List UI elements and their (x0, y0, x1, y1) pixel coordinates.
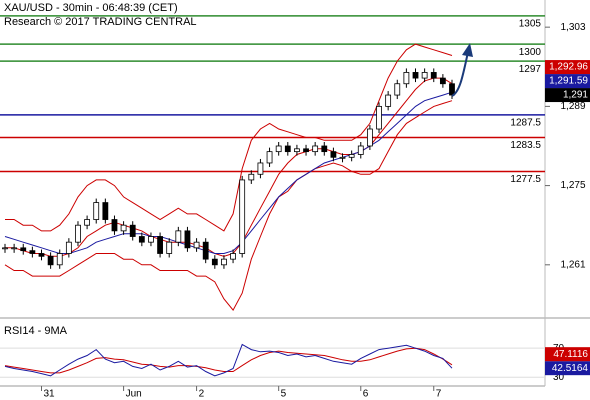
x-tick-label: 5 (281, 389, 287, 400)
candle (412, 72, 419, 79)
value-box (545, 361, 590, 376)
candle (430, 72, 437, 79)
ma-line (4, 91, 453, 254)
candle (230, 253, 236, 260)
candle (120, 224, 127, 232)
level-label: 1283.5 (510, 140, 541, 151)
candle (47, 255, 54, 266)
level-label: 1305 (519, 18, 542, 29)
candle (348, 154, 355, 158)
rsi-tick-label: 30 (553, 372, 565, 383)
value-box (545, 347, 590, 362)
value-box (545, 88, 590, 103)
candle (11, 247, 18, 250)
candle (385, 94, 392, 107)
candle (284, 145, 291, 153)
candle (339, 156, 346, 159)
fast-ma-line (5, 77, 453, 257)
plot (0, 15, 545, 378)
candle (366, 128, 373, 147)
candle (84, 219, 91, 226)
candle (439, 77, 446, 85)
candle (312, 145, 319, 153)
candle (93, 202, 100, 220)
candle (449, 83, 455, 96)
candle (421, 72, 428, 79)
candle (75, 224, 81, 243)
value-box-label: 42.5164 (552, 363, 589, 374)
candle (175, 230, 182, 243)
candle (294, 148, 300, 153)
candle (56, 253, 63, 266)
y-tick-label: 1,261 (560, 259, 585, 270)
candle (20, 247, 27, 252)
candle (193, 241, 200, 249)
candle (2, 247, 8, 250)
chart-title: XAU/USD - 30min - 06:48:39 (CET) (4, 2, 178, 14)
x-tick-label: 7 (436, 389, 442, 400)
candle (138, 236, 145, 243)
candle (221, 258, 227, 266)
rsi-line (4, 343, 453, 377)
value-box-label: 1,291.59 (549, 76, 588, 87)
candle (65, 241, 72, 254)
level-label: 1300 (519, 47, 542, 58)
level-label: 1297 (519, 64, 542, 75)
rsi-label: RSI14 - 9MA (4, 325, 68, 337)
chart-subtitle: Research © 2017 TRADING CENTRAL (4, 16, 197, 28)
candle (166, 241, 173, 254)
y-tick-label: 1,275 (560, 180, 585, 191)
candle (184, 230, 191, 249)
candle (248, 173, 255, 181)
candle (111, 219, 118, 232)
level-label: 1277.5 (510, 174, 541, 185)
candle (403, 72, 410, 85)
x-tick-label: Jun (126, 389, 142, 400)
candle (29, 250, 36, 254)
level-label: 1287.5 (510, 118, 541, 129)
rsi-signal-line (4, 347, 453, 374)
x-tick-label: 6 (363, 389, 369, 400)
candle (376, 105, 382, 130)
candle (266, 151, 273, 164)
candle (129, 224, 136, 237)
candle (330, 151, 337, 158)
forecast-arrow-head (462, 43, 473, 57)
candle (357, 145, 364, 155)
y-tick-label: 1,289 (560, 101, 585, 112)
candle (38, 253, 45, 257)
bollinger-upper (5, 43, 453, 232)
x-tick-label: 2 (199, 389, 205, 400)
value-box (545, 74, 590, 89)
y-tick-label: 1,303 (560, 22, 585, 33)
value-box-label: 1,292.96 (549, 62, 588, 73)
forecast-arrow (451, 51, 469, 97)
value-box-label: 1,291 (563, 90, 588, 101)
candle (321, 145, 328, 153)
candle (239, 179, 246, 254)
candle (102, 202, 109, 220)
candle (394, 83, 401, 96)
value-box (545, 60, 590, 75)
bollinger-lower (4, 100, 453, 311)
value-box-label: 47.1116 (553, 349, 588, 360)
candle (148, 236, 154, 243)
x-tick-label: 31 (43, 389, 55, 400)
candle (211, 258, 218, 266)
candle (257, 162, 264, 175)
candle (202, 241, 209, 260)
candle (157, 236, 163, 254)
candle (303, 148, 309, 153)
candle (275, 145, 282, 153)
